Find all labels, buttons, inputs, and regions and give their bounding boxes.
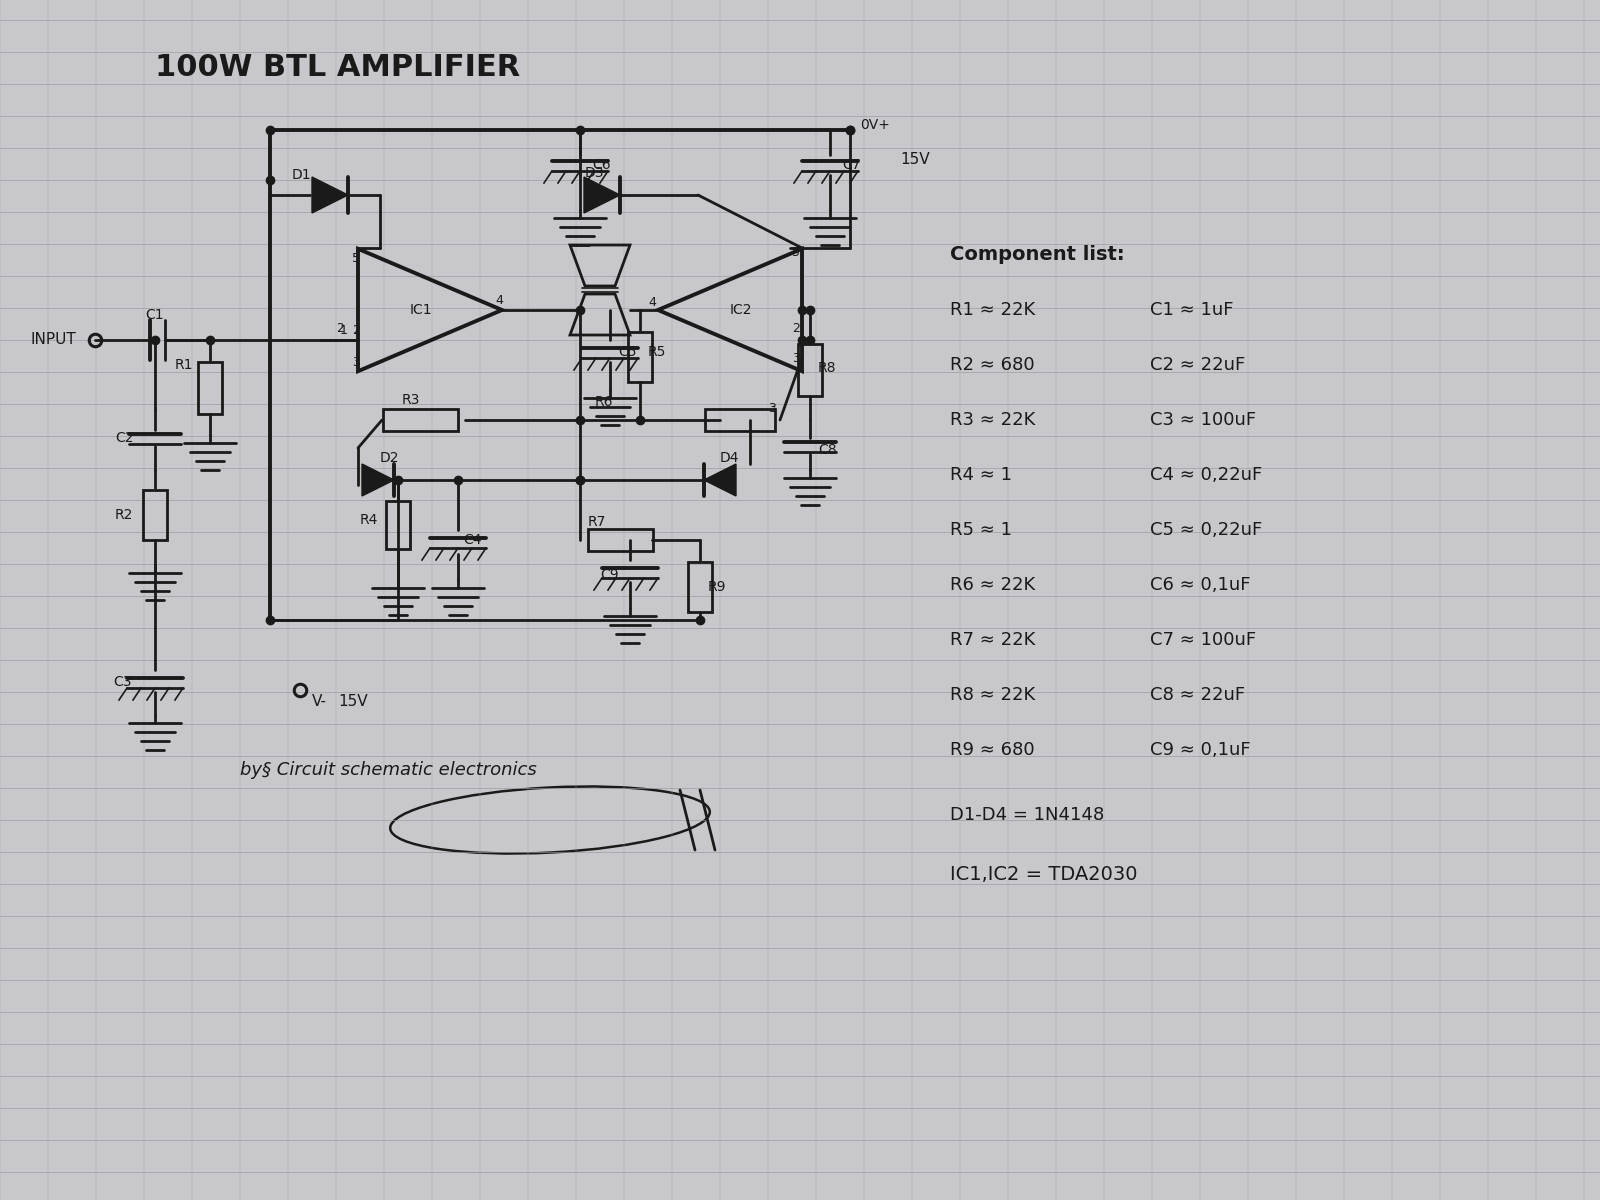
Text: R5 ≈ 1: R5 ≈ 1: [950, 521, 1013, 539]
Text: D1: D1: [291, 168, 312, 182]
Bar: [627, 332, 653, 382]
Text: C4 ≈ 0,22uF: C4 ≈ 0,22uF: [1150, 466, 1262, 484]
Text: 100W BTL AMPLIFIER: 100W BTL AMPLIFIER: [155, 54, 520, 83]
Bar: [688, 562, 712, 612]
Polygon shape: [362, 464, 394, 496]
Text: R6 ≈ 22K: R6 ≈ 22K: [950, 576, 1035, 594]
Text: by§ Circuit schematic electronics: by§ Circuit schematic electronics: [240, 761, 536, 779]
Text: 4: 4: [494, 294, 502, 306]
Text: C2: C2: [115, 431, 133, 445]
Text: D3: D3: [586, 166, 605, 180]
Text: 15V: 15V: [338, 695, 368, 709]
Text: C3: C3: [114, 674, 131, 689]
Text: 2: 2: [352, 324, 360, 336]
Text: C9: C9: [600, 568, 619, 582]
Text: R4: R4: [360, 514, 378, 527]
Bar: [706, 409, 774, 431]
Text: C9 ≈ 0,1uF: C9 ≈ 0,1uF: [1150, 740, 1251, 758]
Text: 15V: 15V: [899, 152, 930, 168]
Bar: [798, 344, 822, 396]
Text: D1-D4 = 1N4148: D1-D4 = 1N4148: [950, 806, 1104, 824]
Text: C3 ≈ 100uF: C3 ≈ 100uF: [1150, 410, 1256, 428]
Text: C1 ≈ 1uF: C1 ≈ 1uF: [1150, 301, 1234, 319]
Text: D4: D4: [720, 451, 739, 464]
Text: R6: R6: [595, 395, 613, 409]
Text: C7 ≈ 100uF: C7 ≈ 100uF: [1150, 631, 1256, 649]
Text: C1: C1: [146, 308, 163, 322]
Text: R9 ≈ 680: R9 ≈ 680: [950, 740, 1035, 758]
Text: C8 ≈ 22uF: C8 ≈ 22uF: [1150, 686, 1245, 704]
Bar: [382, 409, 458, 431]
Bar: [142, 490, 166, 540]
Text: R2 ≈ 680: R2 ≈ 680: [950, 356, 1035, 374]
Text: V-: V-: [312, 695, 326, 709]
Text: INPUT: INPUT: [30, 332, 75, 348]
Text: R8: R8: [818, 361, 837, 374]
Text: IC1: IC1: [410, 302, 432, 317]
Text: 2: 2: [792, 322, 800, 335]
Bar: [198, 362, 222, 414]
Text: C5: C5: [618, 346, 637, 359]
Text: C2 ≈ 22uF: C2 ≈ 22uF: [1150, 356, 1245, 374]
Text: R1: R1: [174, 358, 194, 372]
Text: 4: 4: [648, 295, 656, 308]
Text: R7 ≈ 22K: R7 ≈ 22K: [950, 631, 1035, 649]
Text: C7: C7: [842, 158, 861, 172]
Text: C6 ≈ 0,1uF: C6 ≈ 0,1uF: [1150, 576, 1251, 594]
Text: C5 ≈ 0,22uF: C5 ≈ 0,22uF: [1150, 521, 1262, 539]
Text: 2: 2: [336, 322, 344, 335]
Text: C8: C8: [818, 443, 837, 457]
Text: R2: R2: [115, 508, 133, 522]
Text: R4 ≈ 1: R4 ≈ 1: [950, 466, 1013, 484]
Text: R9: R9: [707, 580, 726, 594]
Text: C4: C4: [462, 533, 482, 547]
Text: 3: 3: [792, 352, 800, 365]
Text: Component list:: Component list:: [950, 246, 1125, 264]
Text: 0V+: 0V+: [861, 118, 890, 132]
Text: R3 ≈ 22K: R3 ≈ 22K: [950, 410, 1035, 428]
Polygon shape: [704, 464, 736, 496]
Polygon shape: [312, 176, 349, 214]
Text: R8 ≈ 22K: R8 ≈ 22K: [950, 686, 1035, 704]
Text: 5: 5: [792, 246, 800, 258]
Bar: [587, 529, 653, 551]
Text: IC2: IC2: [730, 302, 752, 317]
Text: R1 ≈ 22K: R1 ≈ 22K: [950, 301, 1035, 319]
Polygon shape: [584, 176, 621, 214]
Text: 3: 3: [352, 355, 360, 368]
Text: R3: R3: [402, 392, 421, 407]
Text: IC1,IC2 = TDA2030: IC1,IC2 = TDA2030: [950, 865, 1138, 884]
Text: D2: D2: [381, 451, 400, 464]
Text: 5: 5: [352, 252, 360, 264]
Text: R5: R5: [648, 346, 666, 359]
Text: R7: R7: [589, 515, 606, 529]
Text: 3: 3: [768, 402, 776, 414]
Bar: [386, 502, 410, 550]
Text: 1: 1: [339, 324, 347, 336]
Text: C6: C6: [592, 158, 611, 172]
